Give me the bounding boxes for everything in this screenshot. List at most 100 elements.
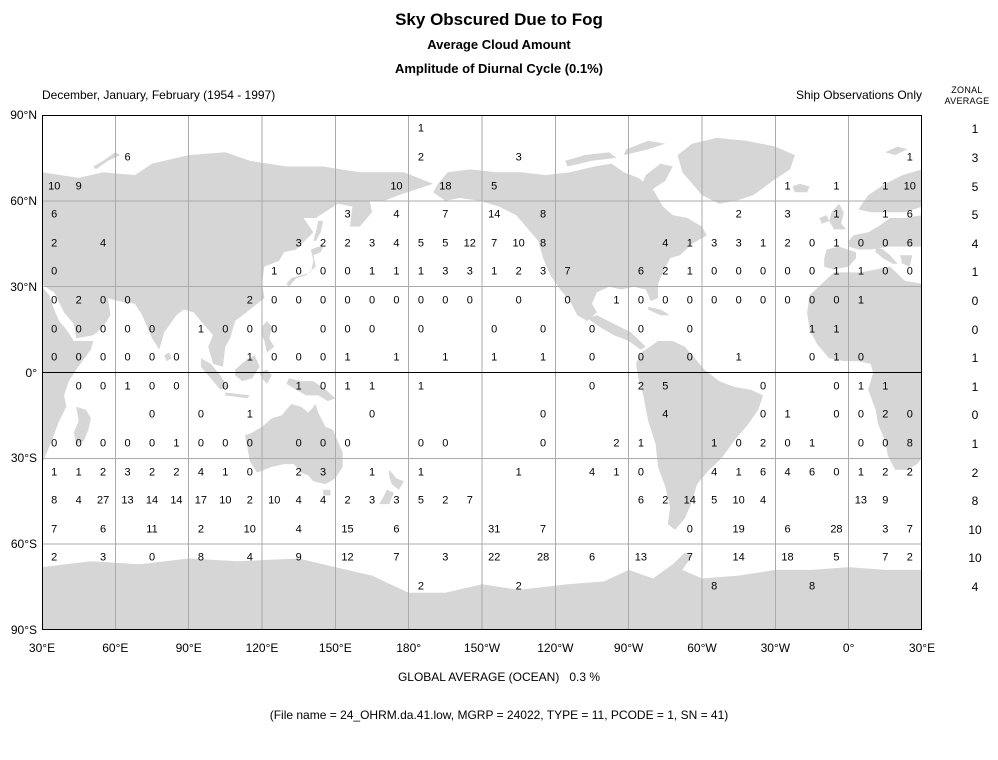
- grid-value: 0: [588, 323, 596, 336]
- x-axis-tick-label: 150°W: [463, 641, 501, 655]
- grid-value: 6: [588, 551, 596, 564]
- grid-value: 1: [515, 466, 522, 479]
- grid-value: 7: [564, 265, 571, 278]
- grid-value: 31: [488, 523, 501, 536]
- grid-value: 7: [466, 494, 473, 507]
- grid-value: 1: [833, 237, 840, 250]
- grid-value: 1: [271, 265, 278, 278]
- grid-value: 0: [833, 294, 840, 307]
- grid-value: 6: [100, 523, 107, 536]
- grid-value: 13: [854, 494, 867, 507]
- zonal-average-value: 10: [968, 551, 982, 566]
- zonal-average-value: 8: [971, 494, 979, 509]
- grid-value: 17: [194, 494, 207, 507]
- grid-value: 3: [368, 494, 376, 507]
- grid-value: 14: [488, 208, 501, 221]
- grid-value: 1: [906, 151, 913, 164]
- zonal-average-value: 4: [971, 580, 979, 595]
- x-axis-tick-label: 90°W: [613, 641, 644, 655]
- grid-value: 2: [784, 237, 791, 250]
- grid-value: 0: [75, 323, 82, 336]
- grid-value: 1: [491, 265, 498, 278]
- grid-value: 1: [417, 265, 424, 278]
- grid-value: 0: [295, 294, 302, 307]
- grid-value: 0: [100, 437, 107, 450]
- grid-value: 18: [439, 180, 452, 193]
- zonal-average-value: 1: [971, 265, 979, 280]
- land-mass: [262, 321, 275, 353]
- grid-value: 7: [51, 523, 58, 536]
- grid-value: 1: [882, 180, 889, 193]
- grid-value: 0: [100, 351, 107, 364]
- grid-value: 4: [784, 466, 791, 479]
- zonal-average-value: 2: [971, 465, 979, 480]
- grid-value: 1: [882, 208, 889, 221]
- grid-value: 2: [320, 237, 327, 250]
- grid-value: 12: [463, 237, 476, 250]
- x-axis-tick-label: 120°E: [245, 641, 279, 655]
- grid-value: 1: [417, 466, 424, 479]
- grid-value: 0: [75, 437, 82, 450]
- grid-value: 0: [295, 265, 302, 278]
- y-axis-tick-label: 90°S: [10, 623, 37, 637]
- grid-value: 0: [882, 437, 889, 450]
- grid-value: 14: [683, 494, 696, 507]
- grid-value: 0: [442, 437, 449, 450]
- grid-value: 0: [857, 237, 864, 250]
- grid-value: 0: [100, 380, 107, 393]
- grid-value: 0: [686, 351, 693, 364]
- grid-value: 4: [393, 208, 400, 221]
- zonal-header-line2: AVERAGE: [944, 96, 990, 106]
- grid-value: 0: [124, 351, 131, 364]
- grid-value: 6: [784, 523, 791, 536]
- grid-value: 6: [637, 265, 644, 278]
- grid-value: 4: [760, 494, 767, 507]
- grid-value: 4: [197, 466, 204, 479]
- grid-value: 0: [51, 437, 58, 450]
- grid-value: 4: [75, 494, 82, 507]
- grid-value: 5: [417, 237, 424, 250]
- grid-value: 0: [148, 408, 156, 421]
- world-map: [42, 115, 922, 630]
- grid-value: 5: [833, 551, 840, 564]
- x-axis-tick-label: 30°W: [760, 641, 791, 655]
- grid-value: 3: [393, 494, 400, 507]
- land-mass: [858, 169, 922, 213]
- grid-value: 0: [271, 294, 278, 307]
- grid-value: 2: [735, 208, 742, 221]
- grid-value: 6: [51, 208, 58, 221]
- grid-value: 0: [686, 323, 693, 336]
- grid-value: 14: [170, 494, 183, 507]
- grid-value: 3: [368, 237, 376, 250]
- x-axis-tick-label: 120°W: [537, 641, 574, 655]
- land-mass: [900, 255, 913, 267]
- grid-value: 6: [637, 494, 644, 507]
- grid-value: 2: [662, 265, 669, 278]
- grid-value: 2: [295, 466, 302, 479]
- grid-value: 3: [442, 551, 449, 564]
- grid-value: 1: [344, 380, 351, 393]
- grid-value: 0: [686, 294, 693, 307]
- x-axis-tick-label: 30°E: [28, 641, 56, 655]
- grid-value: 1: [124, 380, 131, 393]
- grid-value: 10: [243, 523, 256, 536]
- grid-value: 4: [246, 551, 253, 564]
- grid-value: 0: [271, 323, 278, 336]
- grid-value: 1: [857, 380, 864, 393]
- grid-value: 0: [735, 265, 742, 278]
- grid-value: 1: [197, 323, 204, 336]
- grid-value: 3: [295, 237, 302, 250]
- land-mass: [164, 352, 172, 362]
- grid-value: 1: [711, 437, 718, 450]
- grid-value: 2: [100, 466, 107, 479]
- grid-value: 1: [857, 294, 864, 307]
- grid-value: 1: [760, 237, 767, 250]
- grid-value: 0: [51, 323, 58, 336]
- grid-value: 22: [488, 551, 501, 564]
- grid-value: 0: [320, 294, 327, 307]
- y-axis-tick-label: 60°N: [10, 193, 37, 208]
- land-mass: [636, 341, 764, 530]
- map-frame: [42, 115, 922, 630]
- grid-value: 1: [173, 437, 180, 450]
